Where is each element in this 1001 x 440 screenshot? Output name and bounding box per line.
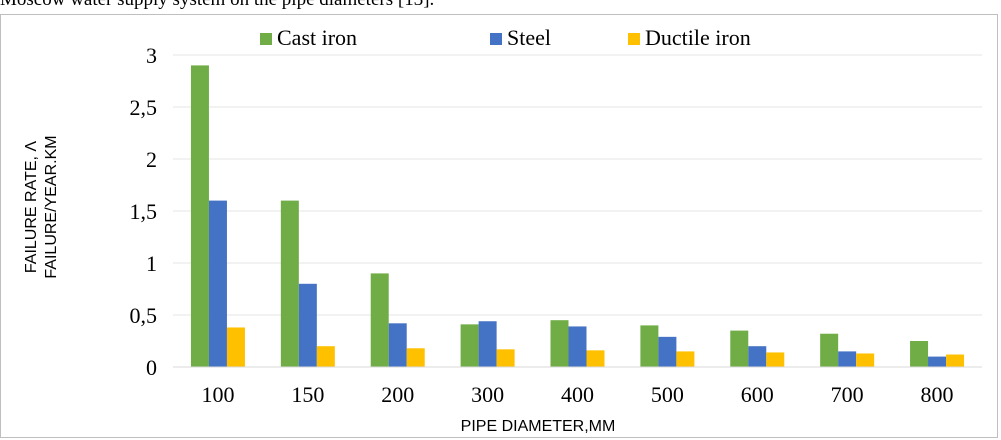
bar-ductile-iron [226,327,245,367]
y-tick-label: 1,5 [130,199,158,224]
y-tick-label: 2 [146,147,157,172]
bar-cast-iron [280,200,299,367]
bar-cast-iron [460,324,479,367]
bar-cast-iron [820,333,839,367]
x-axis-title: PIPE DIAMETER,MM [461,418,616,435]
bar-ductile-iron [406,348,425,367]
bar-ductile-iron [586,350,605,367]
y-tick-label: 0 [146,355,157,380]
x-tick-label: 500 [651,382,684,407]
bar-ductile-iron [316,346,335,367]
x-tick-label: 200 [381,382,414,407]
y-tick-label: 2,5 [130,95,158,120]
bar-ductile-iron [676,351,695,367]
x-tick-label: 100 [201,382,234,407]
x-tick-label: 300 [471,382,504,407]
figure-caption: Moscow water supply system on the pipe d… [0,0,1001,11]
bar-steel [838,351,857,367]
bar-steel [478,321,497,367]
legend-swatch [490,33,502,45]
bar-steel [298,283,317,367]
bar-ductile-iron [766,352,785,367]
legend-label: Steel [507,25,551,50]
bar-ductile-iron [856,353,875,367]
y-tick-label: 3 [146,43,157,68]
legend-swatch [628,33,640,45]
bar-cast-iron [910,341,929,367]
bars [190,65,965,368]
bar-steel [748,346,767,367]
y-axis-title-line1: FAILURE RATE, Λ [23,141,40,274]
bar-cast-iron [640,325,659,367]
x-tick-label: 600 [741,382,774,407]
bar-ductile-iron [946,354,965,367]
y-axis-title-line2: FAILURE/YEAR.KM [43,135,60,278]
x-tick-label: 700 [831,382,864,407]
bar-cast-iron [370,273,389,367]
bar-steel [928,356,947,367]
legend-swatch [260,33,272,45]
x-tick-label: 150 [291,382,324,407]
y-tick-label: 1 [146,251,157,276]
bar-cast-iron [190,65,209,368]
bar-ductile-iron [496,349,515,367]
y-tick-label: 0,5 [130,303,158,328]
x-tick-label: 800 [921,382,954,407]
bar-steel [388,323,407,367]
gridlines [173,54,982,316]
bar-steel [658,336,677,367]
x-axis-ticks: 100 150 200 300 400 500 600 700 800 [201,382,953,407]
bar-steel [568,326,587,367]
bar-steel [208,200,227,367]
y-axis-ticks: 0 0,5 1 1,5 2 2,5 3 [130,43,158,380]
bar-cast-iron [550,320,569,367]
bar-cast-iron [730,330,749,367]
x-tick-label: 400 [561,382,594,407]
legend: Cast iron Steel Ductile iron [260,25,751,50]
legend-label: Cast iron [277,25,357,50]
legend-label: Ductile iron [645,25,751,50]
